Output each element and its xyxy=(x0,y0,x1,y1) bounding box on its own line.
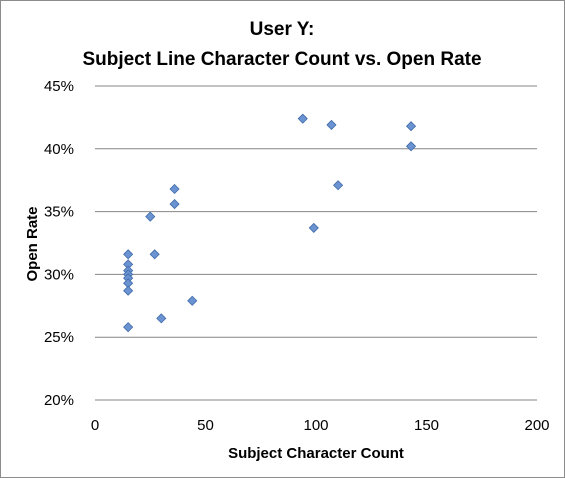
y-axis-ticks: 20% 25% 30% 35% 40% 45% xyxy=(44,78,74,409)
x-tick-label: 100 xyxy=(303,417,328,434)
data-point-marker xyxy=(123,322,134,333)
chart-title-line-2: Subject Line Character Count vs. Open Ra… xyxy=(82,49,481,70)
x-axis-ticks: 0 50 100 150 200 xyxy=(91,417,550,434)
y-tick-label: 35% xyxy=(44,204,74,221)
data-point-marker xyxy=(308,222,319,233)
data-point-marker xyxy=(297,113,308,124)
y-tick-label: 45% xyxy=(44,78,74,95)
data-point-marker xyxy=(156,313,167,324)
data-point-marker xyxy=(123,249,134,260)
data-point-marker xyxy=(169,198,180,210)
x-axis-label: Subject Character Count xyxy=(228,445,404,462)
y-tick-label: 25% xyxy=(44,329,74,346)
data-point-marker xyxy=(405,121,417,132)
y-tick-label: 30% xyxy=(44,266,74,283)
data-point-marker xyxy=(333,180,344,191)
data-point-marker xyxy=(169,183,180,195)
data-point-marker xyxy=(326,119,337,131)
data-point-marker xyxy=(187,295,198,306)
y-axis-label: Open Rate xyxy=(24,206,41,281)
x-tick-label: 200 xyxy=(524,417,549,434)
data-point-marker xyxy=(123,285,134,296)
y-tick-label: 40% xyxy=(44,141,74,158)
data-point-marker xyxy=(149,249,160,260)
gridlines xyxy=(95,85,537,338)
chart-title-line-1: User Y: xyxy=(250,19,315,40)
data-point-marker xyxy=(145,211,156,222)
data-point-marker xyxy=(405,141,417,152)
y-tick-label: 20% xyxy=(44,392,74,409)
x-tick-label: 50 xyxy=(197,417,214,434)
x-tick-label: 150 xyxy=(414,417,439,434)
data-points xyxy=(123,113,417,333)
x-tick-label: 0 xyxy=(91,417,99,434)
